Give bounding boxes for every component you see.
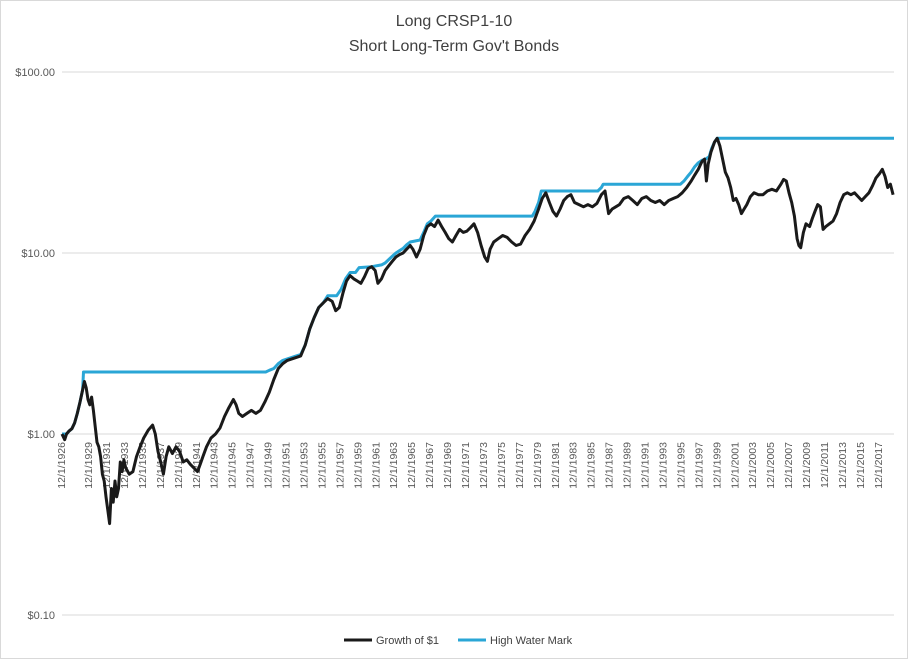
x-tick-label: 12/1/1961 (370, 442, 382, 489)
x-tick-label: 12/1/1993 (657, 442, 669, 489)
x-tick-label: 12/1/1981 (550, 442, 562, 489)
x-tick-label: 12/1/1935 (137, 442, 149, 489)
x-tick-label: 12/1/1997 (693, 442, 705, 489)
x-tick-label: 12/1/2003 (747, 442, 759, 489)
y-tick-label: $1.00 (27, 429, 55, 441)
x-axis: 12/1/1926 12/1/1929 12/1/1931 12/1/1933 12/1… (56, 442, 885, 489)
y-tick-label: $10.00 (21, 248, 55, 260)
series-line-high-water-mark (62, 136, 894, 436)
chart-subtitle: Short Long-Term Gov't Bonds (349, 38, 559, 55)
x-tick-label: 12/1/1983 (568, 442, 580, 489)
x-tick-label: 12/1/1926 (56, 442, 68, 489)
x-tick-label: 12/1/1929 (83, 442, 95, 489)
legend-label-growth: Growth of $1 (376, 635, 439, 647)
x-tick-label: 12/1/1951 (281, 442, 293, 489)
gridlines (62, 71, 894, 616)
x-tick-label: 12/1/2001 (729, 442, 741, 489)
x-tick-label: 12/1/1969 (442, 442, 454, 489)
x-tick-label: 12/1/1977 (514, 442, 526, 489)
series-line-growth (60, 136, 895, 526)
x-tick-label: 12/1/2005 (765, 442, 777, 489)
x-tick-label: 12/1/2007 (783, 442, 795, 489)
y-tick-label: $100.00 (15, 67, 55, 79)
legend: Growth of $1 High Water Mark (344, 635, 573, 647)
y-tick-label: $0.10 (27, 610, 55, 622)
x-tick-label: 12/1/1949 (263, 442, 275, 489)
x-tick-label: 12/1/1957 (334, 442, 346, 489)
x-tick-label: 12/1/2017 (873, 442, 885, 489)
x-tick-label: 12/1/1985 (586, 442, 598, 489)
legend-label-high-water-mark: High Water Mark (490, 635, 573, 647)
x-tick-label: 12/1/1979 (532, 442, 544, 489)
x-tick-label: 12/1/1959 (352, 442, 364, 489)
x-tick-label: 12/1/2015 (855, 442, 867, 489)
x-tick-label: 12/1/1989 (622, 442, 634, 489)
x-tick-label: 12/1/1995 (675, 442, 687, 489)
x-tick-label: 12/1/2009 (801, 442, 813, 489)
x-tick-label: 12/1/1963 (388, 442, 400, 489)
y-axis: $100.00 $10.00 $1.00 $0.10 (15, 67, 55, 622)
x-tick-label: 12/1/1965 (406, 442, 418, 489)
x-tick-label: 12/1/1947 (245, 442, 257, 489)
x-tick-label: 12/1/2011 (819, 442, 831, 488)
series-lines (60, 136, 895, 526)
x-tick-label: 12/1/1991 (640, 442, 652, 489)
x-tick-label: 12/1/2013 (837, 442, 849, 489)
x-tick-label: 12/1/1971 (460, 442, 472, 489)
x-tick-label: 12/1/1953 (298, 442, 310, 489)
x-tick-label: 12/1/1999 (711, 442, 723, 489)
x-tick-label: 12/1/1943 (209, 442, 221, 489)
x-tick-label: 12/1/1975 (496, 442, 508, 489)
x-tick-label: 12/1/1967 (424, 442, 436, 489)
x-tick-label: 12/1/1987 (604, 442, 616, 489)
x-tick-label: 12/1/1941 (191, 442, 203, 489)
x-tick-label: 12/1/1945 (227, 442, 239, 489)
x-tick-label: 12/1/1973 (478, 442, 490, 489)
chart-title: Long CRSP1-10 (396, 13, 513, 30)
x-tick-label: 12/1/1955 (316, 442, 328, 489)
